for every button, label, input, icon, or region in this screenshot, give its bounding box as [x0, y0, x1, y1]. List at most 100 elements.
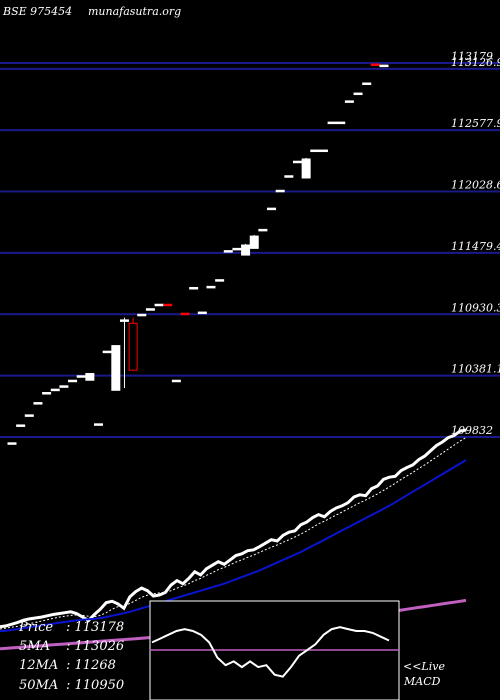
stat-5ma: 5MA: 113026	[19, 639, 124, 654]
candle-body	[223, 250, 233, 253]
candle	[267, 207, 277, 211]
candle	[171, 379, 181, 383]
candle-body	[180, 312, 190, 316]
candle	[145, 308, 155, 311]
candle	[241, 243, 251, 256]
level-label: 109832	[451, 424, 493, 437]
stat-5ma-label: 5MA	[19, 639, 50, 654]
candle	[275, 189, 285, 193]
stats: Price: 113178 5MA: 113026 12MA: 11268 50…	[18, 620, 124, 693]
candle	[94, 423, 104, 426]
candle-body	[275, 189, 285, 193]
candle	[215, 279, 225, 282]
candle	[258, 228, 268, 232]
candle-body	[292, 160, 302, 164]
ma5-line	[0, 437, 467, 630]
candle-body	[301, 158, 311, 179]
header-site: munafasutra.org	[88, 5, 181, 18]
stat-price-number: 113178	[75, 620, 125, 635]
macd-live-link[interactable]: <<Live	[403, 660, 445, 673]
stat-12ma-number: 11268	[75, 658, 116, 673]
candle	[76, 375, 86, 378]
candle	[42, 392, 52, 395]
candle-body	[59, 385, 69, 388]
candle-body	[370, 63, 380, 67]
stat-12ma: 12MA: 11268	[19, 658, 116, 673]
candle-body	[232, 247, 242, 251]
candle	[163, 303, 173, 307]
macd-panel	[149, 600, 400, 700]
candle	[119, 317, 129, 389]
candle-body	[206, 285, 216, 289]
candle	[68, 379, 78, 383]
level-label: 111479.4	[451, 240, 500, 253]
candle-body	[171, 379, 181, 383]
candle-body	[119, 319, 129, 322]
candle	[59, 385, 69, 388]
candle-body	[128, 322, 138, 371]
candle-body	[267, 207, 277, 211]
candle-body	[258, 228, 268, 232]
candle	[379, 64, 389, 68]
candle-body	[33, 402, 43, 405]
candle-body	[327, 121, 337, 125]
candle-body	[189, 286, 199, 290]
candle	[301, 157, 311, 179]
candle	[284, 175, 294, 178]
candle	[249, 234, 259, 249]
candle	[50, 388, 60, 392]
candle	[7, 442, 17, 445]
candle-body	[42, 392, 52, 395]
candle-body	[353, 92, 363, 96]
candle-body	[102, 350, 112, 354]
candle	[189, 286, 199, 290]
candle-body	[318, 149, 328, 153]
candle	[353, 92, 363, 96]
candle-body	[137, 313, 147, 317]
candle-body	[163, 303, 173, 307]
candle	[137, 313, 147, 317]
candle-body	[24, 414, 34, 417]
candle	[344, 100, 354, 103]
candle	[292, 160, 302, 164]
candle-body	[111, 345, 121, 391]
candle	[336, 121, 346, 125]
macd-label: MACD	[403, 675, 441, 688]
candle-body	[7, 442, 17, 445]
stat-price-label: Price	[18, 620, 53, 635]
candle	[197, 311, 207, 315]
candle-body	[16, 424, 26, 427]
header-symbol: BSE 975454	[2, 5, 72, 18]
level-label: 110930.3	[451, 301, 500, 314]
candle-body	[145, 308, 155, 311]
candle-body	[249, 235, 259, 249]
candle-body	[362, 82, 372, 86]
candle-body	[344, 100, 354, 103]
candle-body	[379, 64, 389, 68]
candle	[24, 414, 34, 417]
candle	[318, 149, 328, 153]
candle-body	[50, 388, 60, 392]
level-label: 110381.1	[451, 363, 500, 376]
candle-body	[241, 244, 251, 256]
level-label: 112028.6	[451, 179, 500, 192]
candle	[16, 424, 26, 427]
candle	[362, 82, 372, 86]
candle	[206, 285, 216, 289]
candle	[232, 247, 242, 251]
candle-body	[85, 373, 95, 381]
stat-50ma-label: 50MA	[19, 678, 58, 693]
candle-body	[94, 423, 104, 426]
level-label: 112577.9	[451, 117, 500, 130]
stat-5ma-number: 113026	[75, 639, 125, 654]
stat-50ma-number: 110950	[75, 678, 125, 693]
candle-body	[284, 175, 294, 178]
candle-body	[197, 311, 207, 315]
candles	[7, 63, 389, 445]
level-label: 113179	[451, 50, 493, 63]
candle	[180, 312, 190, 316]
candle-body	[76, 375, 86, 378]
stat-50ma: 50MA: 110950	[19, 678, 124, 693]
